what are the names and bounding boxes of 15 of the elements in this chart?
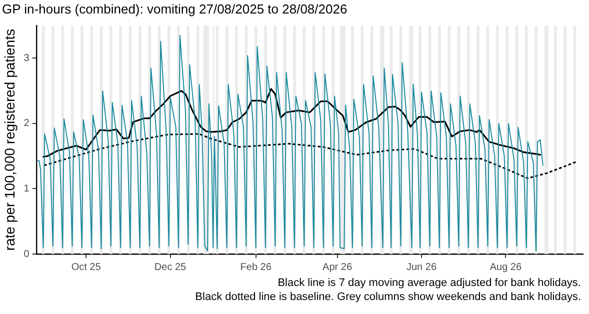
x-tick-label: Aug 26 [490, 262, 522, 273]
chart-title: GP in-hours (combined): vomiting 27/08/2025 to 28/08/2026 [2, 1, 348, 16]
line-series [44, 133, 578, 180]
x-tick-label: Apr 26 [322, 262, 352, 273]
x-tick-label: Dec 25 [154, 262, 187, 273]
x-tick-label: Oct 25 [71, 262, 102, 273]
y-tick-label: 2 [24, 118, 30, 130]
x-tick-label: Jun 26 [406, 262, 437, 273]
y-tick-label: 0 [24, 248, 30, 260]
text: Black dotted line is baseline. Grey columns show weekends and bank holidays. [194, 290, 581, 304]
y-axis-title: rate per 100,000 registered patients [1, 28, 18, 251]
x-tick-label: Feb 26 [240, 262, 272, 273]
y-tick-label: 1 [24, 183, 30, 194]
y-tick-label: 3 [24, 52, 30, 64]
text: Black line is 7 day moving average adjusted for bank holidays. [276, 276, 581, 290]
